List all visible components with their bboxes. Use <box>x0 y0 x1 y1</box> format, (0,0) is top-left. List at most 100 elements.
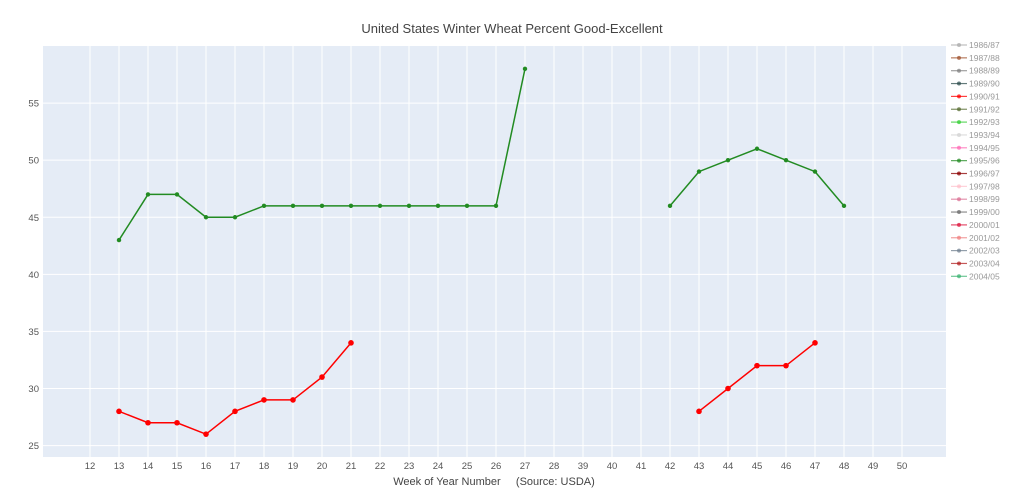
legend-swatch-marker <box>957 107 961 112</box>
data-point[interactable] <box>232 215 238 220</box>
legend-label: 1994/95 <box>969 143 1000 153</box>
data-point[interactable] <box>522 66 528 72</box>
x-tick-label: 48 <box>839 461 850 472</box>
legend-label: 1995/96 <box>969 156 1000 166</box>
legend-swatch-marker <box>957 81 961 86</box>
legend-item[interactable]: 1996/97 <box>951 169 1000 179</box>
legend-item[interactable]: 1997/98 <box>951 181 1000 191</box>
y-axis-ticks: 25 30 35 40 45 50 55 <box>28 99 39 453</box>
data-point[interactable] <box>348 340 354 346</box>
data-point[interactable] <box>290 203 296 209</box>
data-point[interactable] <box>116 237 122 243</box>
data-point[interactable] <box>348 203 354 209</box>
legend-item[interactable]: 1994/95 <box>951 143 1000 153</box>
data-point[interactable] <box>203 215 209 220</box>
x-tick-label: 19 <box>288 461 299 472</box>
data-point[interactable] <box>783 362 789 369</box>
legend[interactable]: 1986/87 1987/88 1988/89 1989/90 1990/91 1991/… <box>949 38 1024 286</box>
x-tick-label: 23 <box>404 461 415 472</box>
data-point[interactable] <box>319 203 325 209</box>
legend-item[interactable]: 1988/89 <box>951 66 1000 76</box>
legend-item[interactable]: 2001/02 <box>951 233 1000 243</box>
legend-item[interactable]: 1995/96 <box>951 156 1000 166</box>
legend-label: 2001/02 <box>969 233 1000 243</box>
data-point[interactable] <box>493 203 499 209</box>
data-point[interactable] <box>174 419 180 426</box>
data-point[interactable] <box>725 157 731 163</box>
legend-item[interactable]: 2004/05 <box>951 271 1000 281</box>
data-point[interactable] <box>203 431 209 437</box>
data-point[interactable] <box>725 385 731 392</box>
legend-swatch-marker <box>957 210 961 215</box>
legend-item[interactable]: 1998/99 <box>951 194 1000 204</box>
data-point[interactable] <box>406 203 412 209</box>
data-point[interactable] <box>812 340 818 346</box>
data-point[interactable] <box>435 203 441 209</box>
legend-swatch-marker <box>957 120 961 125</box>
data-point[interactable] <box>812 169 818 174</box>
data-point[interactable] <box>783 157 789 163</box>
legend-item[interactable]: 1987/88 <box>951 53 1000 63</box>
data-point[interactable] <box>174 192 180 197</box>
data-point[interactable] <box>116 408 122 415</box>
legend-item[interactable]: 1993/94 <box>951 130 1000 140</box>
x-axis-ticks: 12 13 14 15 16 17 18 19 20 21 22 23 24 25 26 27 28 39 40 41… <box>85 461 908 472</box>
legend-item[interactable]: 1989/90 <box>951 79 1000 89</box>
legend-label: 1997/98 <box>969 181 1000 191</box>
data-point[interactable] <box>232 408 238 415</box>
legend-label: 1998/99 <box>969 194 1000 204</box>
data-point[interactable] <box>696 408 702 415</box>
x-tick-label: 27 <box>520 461 531 472</box>
x-axis-title: Week of Year Number (Source: USDA) <box>393 476 595 488</box>
chart-title: United States Winter Wheat Percent Good-… <box>361 21 663 36</box>
plot-area <box>43 46 946 457</box>
data-point[interactable] <box>754 362 760 369</box>
legend-swatch-marker <box>957 197 961 202</box>
legend-swatch-marker <box>957 68 961 73</box>
data-point[interactable] <box>319 374 325 380</box>
data-point[interactable] <box>841 203 847 209</box>
data-point[interactable] <box>145 192 151 197</box>
data-point[interactable] <box>696 169 702 174</box>
legend-item[interactable]: 2000/01 <box>951 220 1000 230</box>
legend-item[interactable]: 2003/04 <box>951 258 1000 268</box>
x-tick-label: 13 <box>114 461 125 472</box>
data-point[interactable] <box>464 203 470 209</box>
x-tick-label: 16 <box>201 461 212 472</box>
x-tick-label: 49 <box>868 461 879 472</box>
legend-label: 1993/94 <box>969 130 1000 140</box>
legend-label: 1991/92 <box>969 104 1000 114</box>
y-tick-label: 40 <box>28 270 39 281</box>
x-tick-label: 26 <box>491 461 502 472</box>
data-point[interactable] <box>667 203 673 209</box>
legend-label: 2000/01 <box>969 220 1000 230</box>
data-point[interactable] <box>290 397 296 403</box>
legend-item[interactable]: 1992/93 <box>951 117 1000 127</box>
legend-item[interactable]: 2002/03 <box>951 246 1000 256</box>
data-point[interactable] <box>145 419 151 426</box>
legend-label: 1988/89 <box>969 66 1000 76</box>
x-tick-label: 41 <box>636 461 647 472</box>
y-tick-label: 50 <box>28 156 39 167</box>
legend-swatch-marker <box>957 274 961 279</box>
data-point[interactable] <box>377 203 383 209</box>
y-tick-label: 45 <box>28 213 39 224</box>
x-tick-label: 45 <box>752 461 763 472</box>
x-tick-label: 14 <box>143 461 154 472</box>
x-tick-label: 21 <box>346 461 357 472</box>
legend-label: 1990/91 <box>969 91 1000 101</box>
legend-item[interactable]: 1999/00 <box>951 207 1000 217</box>
data-point[interactable] <box>261 397 267 403</box>
x-tick-label: 47 <box>810 461 821 472</box>
series-2 <box>116 340 818 437</box>
data-point[interactable] <box>261 203 267 209</box>
data-point[interactable] <box>754 146 760 151</box>
legend-label: 1987/88 <box>969 53 1000 63</box>
legend-item[interactable]: 1986/87 <box>951 40 1000 50</box>
x-tick-label: 42 <box>665 461 676 472</box>
legend-item[interactable]: 1990/91 <box>951 91 1000 101</box>
legend-item[interactable]: 1991/92 <box>951 104 1000 114</box>
legend-box <box>949 38 1024 286</box>
legend-swatch-marker <box>957 94 961 99</box>
x-tick-label: 28 <box>549 461 560 472</box>
